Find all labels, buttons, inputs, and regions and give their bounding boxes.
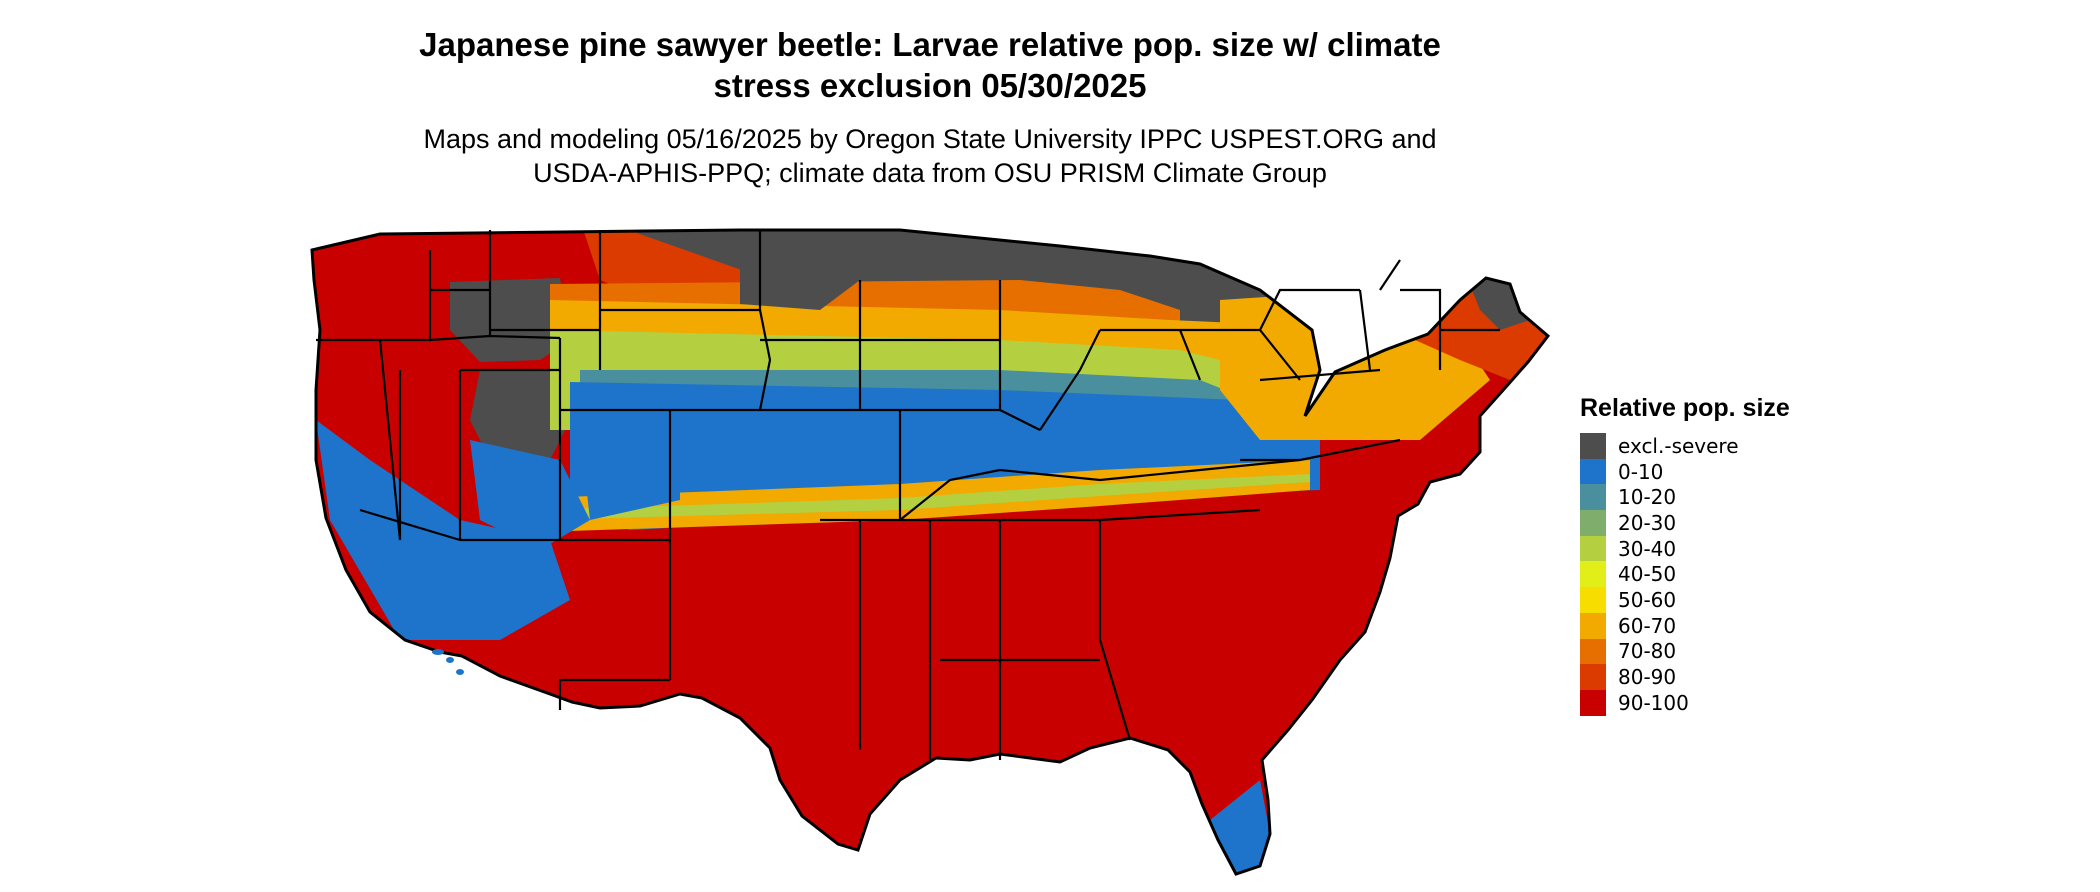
legend-swatch (1580, 561, 1606, 588)
legend-item-70-80: 70-80 (1580, 638, 1790, 665)
legend-swatch (1580, 535, 1606, 562)
legend-label: 70-80 (1618, 639, 1677, 664)
legend-item-80-90: 80-90 (1580, 664, 1790, 690)
map-subtitle-line-2: USDA-APHIS-PPQ; climate data from OSU PR… (533, 158, 1327, 188)
legend-item-40-50: 40-50 (1580, 561, 1790, 588)
map-title-line-1: Japanese pine sawyer beetle: Larvae rela… (419, 26, 1441, 63)
zone-california-0-10 (316, 420, 570, 640)
legend-item-10-20: 10-20 (1580, 484, 1790, 511)
map-subtitle: Maps and modeling 05/16/2025 by Oregon S… (330, 122, 1530, 190)
legend-label: 0-10 (1618, 459, 1664, 484)
legend-label: 10-20 (1618, 485, 1677, 510)
map-title: Japanese pine sawyer beetle: Larvae rela… (330, 24, 1530, 106)
legend-item-60-70: 60-70 (1580, 612, 1790, 639)
map-title-line-2: stress exclusion 05/30/2025 (713, 67, 1147, 104)
state-border-lines (316, 230, 1500, 760)
zone-southern-30-40 (540, 474, 1310, 520)
legend-label: excl.-severe (1618, 433, 1739, 458)
legend-label: 40-50 (1618, 562, 1677, 587)
legend-swatch (1580, 510, 1606, 536)
islands (432, 649, 464, 675)
legend-item-20-30: 20-30 (1580, 510, 1790, 536)
legend-label: 30-40 (1618, 536, 1677, 561)
zone-upper-michigan-excluded (740, 240, 860, 310)
us-map (310, 228, 1550, 876)
island-channel-1 (432, 649, 444, 655)
legend-item-0-10: 0-10 (1580, 458, 1790, 485)
legend-items: excl.-severe 0-10 10-20 20-30 30-40 40-5… (1580, 433, 1790, 716)
legend-swatch (1580, 587, 1606, 613)
state-borders (310, 228, 1550, 876)
zone-colorado-excluded (470, 370, 570, 460)
legend-swatch (1580, 458, 1606, 485)
legend-label: 60-70 (1618, 613, 1677, 638)
legend-swatch (1580, 664, 1606, 690)
legend-swatch (1580, 433, 1606, 459)
legend-item-30-40: 30-40 (1580, 535, 1790, 562)
legend-item-90-100: 90-100 (1580, 689, 1790, 716)
legend-swatch (1580, 612, 1606, 639)
legend-title: Relative pop. size (1580, 394, 1790, 422)
legend-swatch (1580, 638, 1606, 665)
legend-swatch (1580, 484, 1606, 511)
island-channel-3 (456, 669, 464, 675)
legend-label: 20-30 (1618, 510, 1677, 535)
legend-item-excl-severe: excl.-severe (1580, 433, 1790, 459)
map-subtitle-line-1: Maps and modeling 05/16/2025 by Oregon S… (423, 124, 1437, 154)
legend-label: 80-90 (1618, 665, 1677, 690)
legend-label: 50-60 (1618, 587, 1677, 612)
legend-swatch (1580, 689, 1606, 716)
zone-high-plains-0-10 (580, 430, 680, 520)
legend-item-50-60: 50-60 (1580, 587, 1790, 613)
legend: Relative pop. size excl.-severe 0-10 10-… (1580, 394, 1790, 716)
legend-label: 90-100 (1618, 690, 1689, 715)
zone-wyoming-excluded (450, 278, 570, 362)
island-channel-2 (446, 657, 454, 663)
